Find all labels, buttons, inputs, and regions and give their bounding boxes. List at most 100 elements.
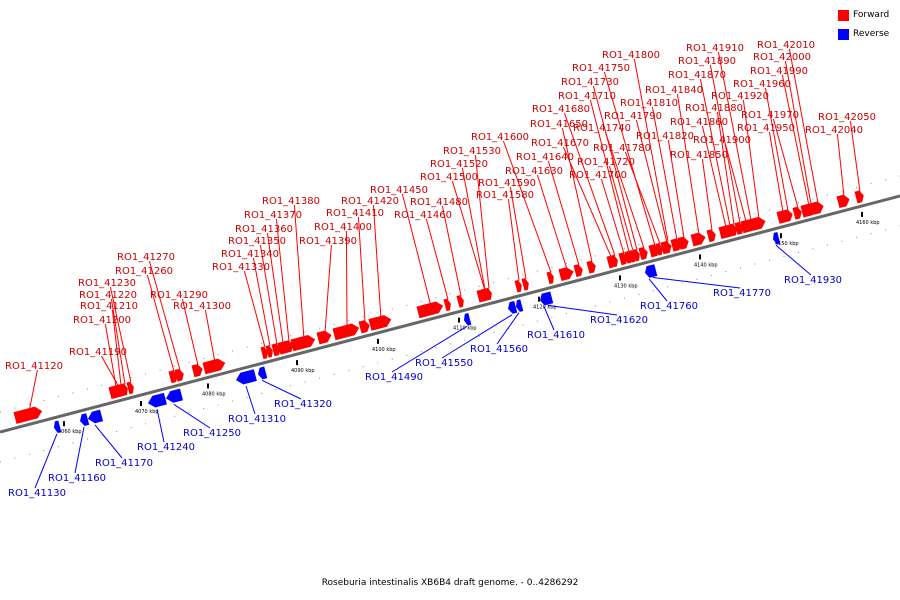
- gene-arrow[interactable]: [514, 279, 523, 293]
- gene-label-forward: RO1_41370: [244, 210, 302, 221]
- gene-arrow[interactable]: [443, 298, 452, 312]
- gene-label-forward: RO1_41730: [561, 77, 619, 88]
- gene-arrow[interactable]: [573, 263, 584, 278]
- gene-arrow[interactable]: [368, 314, 392, 331]
- gene-label-reverse: RO1_41160: [48, 473, 106, 484]
- gene-arrow[interactable]: [78, 413, 90, 427]
- gene-arrow[interactable]: [854, 190, 865, 204]
- gene-arrow[interactable]: [610, 254, 619, 268]
- gene-arrow[interactable]: [521, 278, 530, 291]
- gene-arrow[interactable]: [648, 264, 658, 277]
- gene-arrow[interactable]: [546, 271, 555, 285]
- gene-arrow[interactable]: [462, 313, 472, 326]
- gene-arrow[interactable]: [146, 392, 167, 409]
- gene-arrow[interactable]: [836, 193, 851, 209]
- gene-arrow[interactable]: [416, 300, 444, 319]
- gene-label-forward: RO1_42010: [757, 40, 815, 51]
- gene-label-forward: RO1_41970: [741, 110, 799, 121]
- gene-label-forward: RO1_41670: [531, 138, 589, 149]
- leader-line: [275, 218, 290, 342]
- leader-line: [563, 112, 616, 256]
- gene-arrow[interactable]: [729, 223, 738, 237]
- gene-arrow[interactable]: [260, 346, 269, 360]
- leader-line: [100, 355, 120, 388]
- gene-arrow[interactable]: [771, 231, 781, 245]
- leader-line: [788, 48, 819, 204]
- gene-body: [508, 300, 518, 314]
- gene-arrow[interactable]: [202, 357, 226, 375]
- gene-body: [464, 313, 472, 326]
- gene-arrow[interactable]: [282, 339, 295, 354]
- gene-arrow[interactable]: [663, 240, 672, 254]
- gene-arrow[interactable]: [655, 242, 664, 256]
- leader-line: [110, 298, 126, 385]
- leader-line: [502, 140, 552, 273]
- leader-line: [391, 325, 468, 373]
- gene-arrow[interactable]: [690, 231, 707, 247]
- gene-arrow[interactable]: [792, 206, 803, 220]
- leader-line: [111, 309, 122, 386]
- gene-label-forward: RO1_41420: [341, 196, 399, 207]
- gene-label-forward: RO1_41990: [750, 66, 808, 77]
- gene-arrow[interactable]: [586, 260, 597, 274]
- gene-arrow[interactable]: [506, 300, 518, 315]
- gene-arrow[interactable]: [706, 229, 717, 243]
- gene-arrow[interactable]: [750, 215, 767, 231]
- gene-arrow[interactable]: [456, 295, 465, 308]
- tick-mark: [861, 211, 863, 217]
- gene-arrow[interactable]: [191, 363, 204, 378]
- gene-label-forward: RO1_41780: [593, 143, 651, 154]
- gene-arrow[interactable]: [265, 345, 274, 358]
- gene-arrow[interactable]: [332, 322, 360, 341]
- leader-line: [259, 244, 278, 345]
- gene-arrow[interactable]: [638, 246, 649, 260]
- gene-arrow[interactable]: [13, 405, 43, 424]
- gene-arrow[interactable]: [514, 299, 524, 312]
- gene-body: [54, 420, 62, 434]
- leader-line: [652, 277, 741, 289]
- gene-arrow[interactable]: [256, 366, 268, 381]
- gene-arrow[interactable]: [632, 248, 641, 262]
- leader-line: [261, 379, 302, 400]
- gene-arrow[interactable]: [484, 287, 493, 301]
- gene-body: [88, 409, 104, 424]
- gene-arrow[interactable]: [677, 236, 690, 250]
- gene-arrow[interactable]: [52, 420, 62, 434]
- gene-arrow[interactable]: [542, 291, 554, 306]
- gene-arrow[interactable]: [316, 329, 333, 345]
- gene-body: [120, 383, 128, 396]
- gene-arrow[interactable]: [120, 383, 129, 396]
- gene-label-forward: RO1_41380: [262, 196, 320, 207]
- gene-body: [690, 232, 706, 247]
- gene-body: [368, 315, 392, 331]
- gene-arrow[interactable]: [781, 208, 794, 223]
- gene-label-forward: RO1_41450: [370, 185, 428, 196]
- leader-line: [496, 312, 520, 345]
- leader-line: [701, 158, 713, 231]
- legend-forward: Forward: [838, 9, 889, 21]
- gene-label-reverse: RO1_41250: [183, 428, 241, 439]
- gene-label-forward: RO1_41260: [115, 266, 173, 277]
- gene-arrow[interactable]: [174, 368, 185, 382]
- gene-arrow[interactable]: [126, 381, 135, 395]
- gene-label-reverse: RO1_41550: [415, 358, 473, 369]
- gene-arrow[interactable]: [290, 334, 316, 352]
- gene-body: [773, 231, 781, 245]
- gene-arrow[interactable]: [358, 319, 371, 334]
- gene-arrow[interactable]: [86, 409, 104, 425]
- leader-line: [245, 385, 256, 415]
- gene-arrow[interactable]: [558, 266, 575, 281]
- gene-arrow[interactable]: [234, 369, 257, 386]
- tick-label: 4060 kbp: [58, 429, 82, 435]
- leader-line: [181, 298, 199, 366]
- leader-line: [507, 198, 520, 281]
- gene-arrow[interactable]: [810, 200, 825, 215]
- leader-line: [676, 93, 700, 235]
- leader-line: [784, 60, 812, 205]
- gene-body: [148, 392, 167, 408]
- leader-line: [536, 174, 568, 270]
- gene-arrow[interactable]: [164, 388, 183, 405]
- gene-label-forward: RO1_41710: [558, 91, 616, 102]
- gene-label-forward: RO1_41950: [737, 123, 795, 134]
- leader-line: [608, 165, 634, 251]
